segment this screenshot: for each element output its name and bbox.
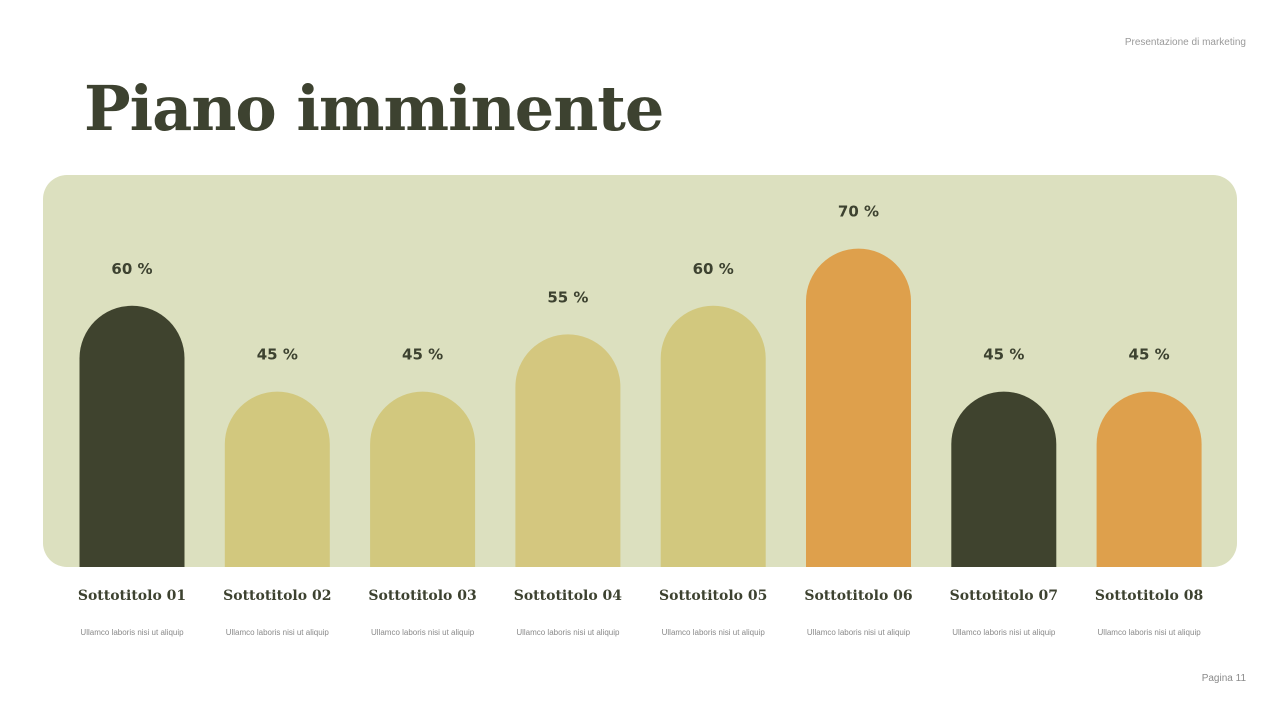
bar-4 (515, 334, 621, 567)
category-description: Ullamco laboris nisi ut aliquip (661, 628, 765, 637)
bar-3 (370, 391, 476, 567)
category-description: Ullamco laboris nisi ut aliquip (225, 628, 329, 637)
category-description: Ullamco laboris nisi ut aliquip (952, 628, 1056, 637)
data-label: 60 % (693, 260, 734, 278)
category-label: Sottotitolo 05 (659, 588, 768, 604)
data-label: 45 % (402, 346, 443, 364)
bar-1 (79, 305, 185, 567)
category-label: Sottotitolo 03 (368, 588, 477, 604)
page-number: Pagina 11 (1201, 673, 1246, 684)
category-label: Sottotitolo 04 (513, 588, 623, 604)
bar-5 (660, 305, 766, 567)
category-description: Ullamco laboris nisi ut aliquip (806, 628, 911, 637)
data-label: 45 % (983, 346, 1024, 364)
category-label: Sottotitolo 01 (77, 588, 187, 604)
bar-6 (806, 248, 911, 567)
category-description: Ullamco laboris nisi ut aliquip (80, 628, 184, 637)
category-description: Ullamco laboris nisi ut aliquip (516, 628, 620, 637)
data-label: 70 % (838, 203, 879, 221)
data-label: 45 % (257, 346, 298, 364)
deck-title: Presentazione di marketing (1124, 37, 1246, 48)
bar-2 (224, 391, 330, 567)
data-label: 45 % (1129, 346, 1170, 364)
category-description: Ullamco laboris nisi ut aliquip (1097, 628, 1201, 637)
bar-8 (1096, 391, 1202, 567)
category-description: Ullamco laboris nisi ut aliquip (371, 628, 475, 637)
data-label: 60 % (111, 260, 152, 278)
data-label: 55 % (547, 288, 588, 306)
bar-7 (951, 391, 1057, 567)
category-label: Sottotitolo 02 (223, 588, 332, 604)
category-label: Sottotitolo 06 (804, 588, 913, 604)
category-label: Sottotitolo 08 (1094, 588, 1204, 604)
slide-title: Piano imminente (84, 72, 664, 145)
category-label: Sottotitolo 07 (949, 588, 1058, 604)
